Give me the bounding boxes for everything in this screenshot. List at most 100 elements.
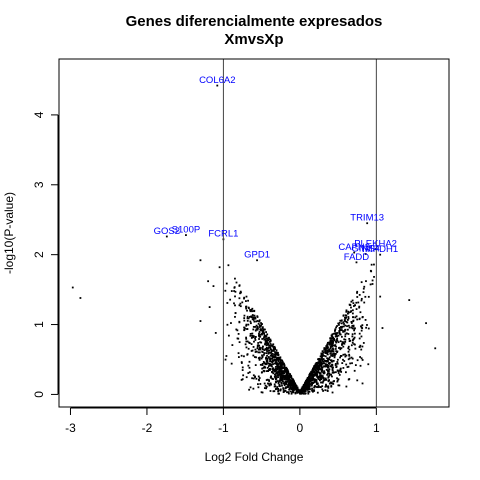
gene-point [251,318,254,321]
gene-point [315,374,318,377]
gene-point [256,327,259,329]
gene-point [317,365,320,368]
gene-point [226,323,229,326]
gene-point [327,369,330,372]
gene-point [308,373,311,376]
gene-point [337,378,340,381]
gene-point [263,349,266,352]
gene-point [347,358,350,361]
gene-point [352,324,355,327]
gene-point [273,356,276,359]
gene-point [263,353,265,356]
gene-point [199,320,202,322]
gene-point [359,364,362,367]
gene-point [361,316,364,319]
y-axis-label: -log10(P-value) [2,192,16,274]
gene-point [245,346,248,349]
gene-point [343,323,345,325]
gene-point [283,375,285,378]
gene-point [336,335,339,338]
gene-point [311,373,313,376]
chart-subtitle: XmvsXp [224,31,283,48]
gene-point [259,325,262,328]
gene-point [266,347,269,350]
gene-point [321,352,324,355]
gene-point [252,377,255,380]
gene-point [331,333,334,336]
gene-point [346,325,348,328]
gene-point [314,373,316,376]
gene-point [266,341,269,344]
gene-point [229,298,232,301]
gene-point [326,357,329,360]
gene-point [352,319,355,322]
gene-point [255,320,258,323]
gene-point [252,328,255,331]
gene-point [275,387,278,390]
gene-point [334,352,337,355]
gene-point [326,364,329,366]
gene-point [242,374,245,377]
gene-point [290,383,293,386]
gene-point [325,383,327,386]
gene-point [356,379,359,382]
gene-point [359,356,361,358]
gene-point [291,388,293,390]
gene-point [355,308,358,310]
gene-point [344,355,347,358]
gene-point [278,358,281,361]
gene-point [256,315,259,318]
gene-point [241,366,244,369]
gene-point [320,374,323,377]
gene-point [258,324,261,327]
gene-point [343,319,346,321]
gene-point [252,346,255,348]
gene-point [312,390,314,393]
gene-point [278,385,281,387]
gene-point [321,356,323,359]
gene-point [248,388,251,391]
gene-point [277,389,280,392]
gene-point [342,367,345,369]
gene-point [207,280,210,283]
gene-point [335,341,338,344]
gene-point [338,384,341,387]
gene-point [252,316,255,319]
gene-point [259,328,262,331]
gene-point [321,366,324,369]
gene-point [258,331,261,333]
gene-point [288,380,291,383]
gene-point [254,364,257,366]
gene-point [324,385,327,388]
gene-point [247,364,250,367]
gene-point [279,364,282,367]
gene-point [241,369,244,371]
gene-point [342,325,345,328]
gene-point [243,326,246,329]
gene-point [346,366,349,368]
gene-point [309,379,312,382]
gene-point [367,327,370,330]
y-axis: 0 1 2 3 4 [32,111,59,398]
gene-point [373,263,375,266]
gene-point [258,326,261,328]
gene-point [334,340,337,343]
gene-point [281,374,284,377]
gene-point [263,382,266,385]
gene-point [328,374,331,377]
gene-point [79,297,82,299]
gene-point [350,344,353,347]
gene-point [291,389,294,392]
gene-point [331,391,334,394]
gene-point [294,385,297,388]
gene-point [274,353,277,356]
gene-point [327,357,329,360]
gene-point [302,390,305,392]
gene-point [313,386,315,389]
gene-point [342,341,345,344]
gene-point [266,357,268,360]
gene-point [281,366,284,369]
gene-point [239,305,242,308]
gene-point [329,350,332,353]
gene-point [282,382,285,385]
